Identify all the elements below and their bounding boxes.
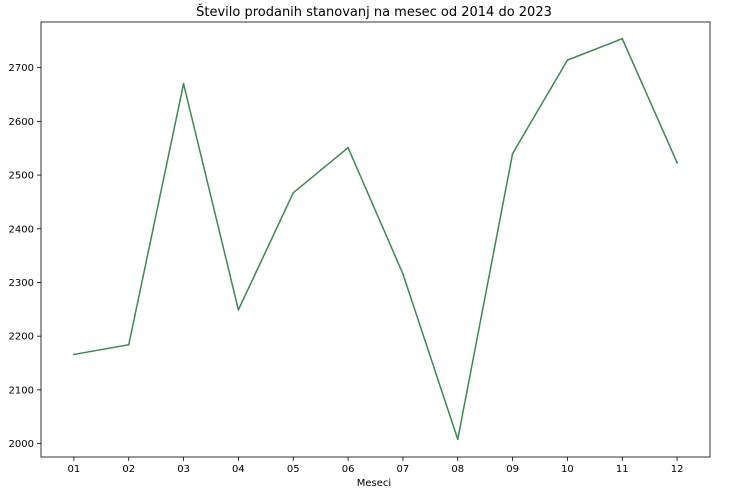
data-point <box>182 82 185 85</box>
y-tick-label: 2000 <box>9 439 34 450</box>
data-point <box>402 272 404 275</box>
x-tick-label: 06 <box>342 464 355 475</box>
x-tick-label: 03 <box>177 464 190 475</box>
data-point <box>621 37 624 40</box>
y-tick-label: 2600 <box>9 117 34 128</box>
data-point <box>127 343 130 346</box>
x-tick-label: 04 <box>232 464 245 475</box>
x-axis: 01 02 03 04 05 06 07 08 09 10 11 12 <box>68 457 684 475</box>
data-point <box>347 146 349 149</box>
y-tick-label: 2400 <box>9 224 34 235</box>
data-point <box>511 152 514 155</box>
y-tick-label: 2300 <box>9 278 34 289</box>
plot-area-frame <box>40 21 711 458</box>
y-axis: 2000 2100 2200 2300 2400 2500 2600 2700 <box>9 63 41 450</box>
x-tick-label: 11 <box>616 464 629 475</box>
y-tick-label: 2500 <box>9 171 34 182</box>
x-tick-label: 08 <box>451 464 464 475</box>
x-tick-label: 12 <box>671 464 684 475</box>
x-tick-label: 05 <box>287 464 300 475</box>
data-point <box>456 438 459 441</box>
series-layer <box>73 37 678 441</box>
chart-title: Število prodanih stanovanj na mesec od 2… <box>196 4 552 20</box>
y-tick-label: 2100 <box>9 385 34 396</box>
series-line <box>73 37 678 441</box>
x-tick-label: 02 <box>122 464 135 475</box>
x-tick-label: 07 <box>397 464 410 475</box>
data-point <box>237 308 240 311</box>
y-tick-label: 2700 <box>9 63 34 74</box>
data-point <box>73 353 75 356</box>
x-tick-label: 01 <box>68 464 81 475</box>
data-point <box>566 59 569 62</box>
x-tick-label: 09 <box>506 464 519 475</box>
x-axis-label: Meseci <box>357 478 391 489</box>
x-tick-label: 10 <box>561 464 574 475</box>
data-point <box>292 191 295 194</box>
data-point <box>676 161 678 164</box>
y-tick-label: 2200 <box>9 332 34 343</box>
